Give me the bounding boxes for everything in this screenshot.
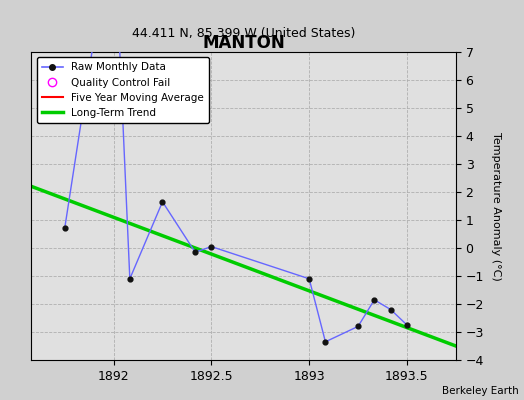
Point: [354, 323, 362, 330]
Title: MANTON: MANTON: [202, 34, 285, 52]
Point: [158, 199, 167, 205]
Text: Berkeley Earth: Berkeley Earth: [442, 386, 519, 396]
Point: [126, 276, 134, 282]
Y-axis label: Temperature Anomaly (°C): Temperature Anomaly (°C): [490, 132, 500, 280]
Point: [321, 338, 330, 345]
Point: [207, 243, 215, 250]
Point: [387, 306, 395, 313]
Point: [191, 249, 199, 255]
Legend: Raw Monthly Data, Quality Control Fail, Five Year Moving Average, Long-Term Tren: Raw Monthly Data, Quality Control Fail, …: [37, 57, 209, 123]
Point: [305, 276, 313, 282]
Text: 44.411 N, 85.399 W (United States): 44.411 N, 85.399 W (United States): [132, 27, 355, 40]
Point: [403, 322, 411, 328]
Point: [370, 297, 378, 303]
Point: [60, 225, 69, 232]
